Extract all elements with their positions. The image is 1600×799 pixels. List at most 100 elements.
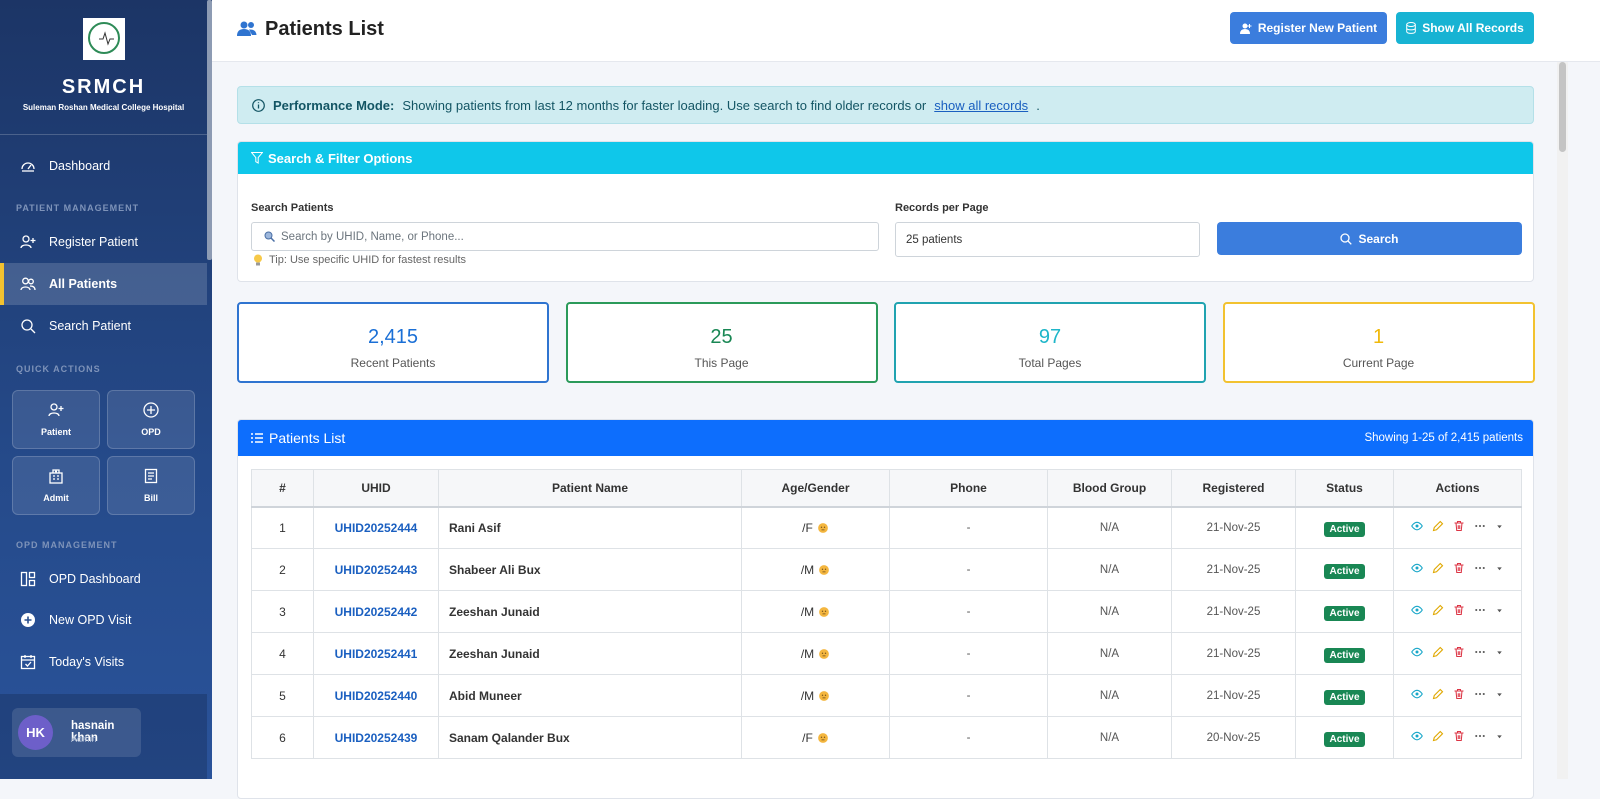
nav-item[interactable]: OPD Dashboard: [0, 558, 207, 600]
table-cell: 1: [251, 506, 314, 549]
quick-action-tile[interactable]: Admit: [12, 456, 100, 515]
dropdown-action[interactable]: [1495, 522, 1504, 531]
search-input[interactable]: Search by UHID, Name, or Phone...: [251, 222, 879, 251]
view-action[interactable]: [1411, 688, 1423, 700]
gender-emoji: [817, 522, 828, 533]
age-gender: /M: [800, 688, 815, 703]
status-badge: Active: [1324, 521, 1365, 537]
more-action[interactable]: [1474, 562, 1486, 574]
status-badge: Active: [1324, 563, 1365, 579]
nav-item[interactable]: Dashboard: [0, 145, 207, 187]
records-select[interactable]: 25 patients: [895, 222, 1200, 257]
delete-action[interactable]: [1453, 520, 1465, 532]
dropdown-action[interactable]: [1495, 732, 1504, 741]
uhid-link[interactable]: UHID20252439: [334, 730, 418, 745]
stat-label: This Page: [694, 356, 749, 370]
view-action[interactable]: [1411, 562, 1423, 574]
quick-action-tile[interactable]: OPD: [107, 390, 195, 449]
column-header: UHID: [313, 469, 439, 508]
quick-action-tile[interactable]: Bill: [107, 456, 195, 515]
nav-icon: [21, 162, 35, 172]
register-button[interactable]: Register New Patient: [1230, 12, 1387, 44]
row-actions: [1411, 688, 1504, 700]
delete-action[interactable]: [1453, 562, 1465, 574]
records-label: Records per Page: [895, 202, 989, 214]
column-header: Phone: [889, 469, 1048, 508]
view-action[interactable]: [1411, 520, 1423, 532]
uhid-link[interactable]: UHID20252441: [334, 646, 418, 661]
view-action[interactable]: [1411, 646, 1423, 658]
table-cell: 21-Nov-25: [1171, 632, 1296, 675]
quick-action-tile[interactable]: Patient: [12, 390, 100, 449]
delete-action[interactable]: [1453, 646, 1465, 658]
dropdown-action[interactable]: [1495, 690, 1504, 699]
delete-action[interactable]: [1453, 604, 1465, 616]
btn-label: Register New Patient: [1257, 21, 1378, 35]
search-button[interactable]: Search: [1217, 222, 1522, 255]
edit-action[interactable]: [1432, 520, 1444, 532]
dropdown-action[interactable]: [1495, 648, 1504, 657]
table-cell: 21-Nov-25: [1171, 674, 1296, 717]
nav-item[interactable]: Register Patient: [0, 221, 207, 263]
patient-name: Sanam Qalander Bux: [438, 716, 742, 759]
edit-action[interactable]: [1432, 646, 1444, 658]
nav-item[interactable]: Search Patient: [0, 305, 207, 347]
more-action[interactable]: [1474, 688, 1486, 700]
table-cell: /M: [741, 674, 890, 717]
filter-title: Search & Filter Options: [268, 150, 413, 166]
nav-item[interactable]: All Patients: [0, 263, 207, 305]
table-cell: UHID20252440: [313, 674, 439, 717]
status-badge: Active: [1324, 731, 1365, 747]
dropdown-action[interactable]: [1495, 564, 1504, 573]
column-header: Actions: [1393, 469, 1522, 508]
edit-action[interactable]: [1432, 604, 1444, 616]
show-all-link[interactable]: show all records: [934, 97, 1029, 113]
table-cell: [1393, 506, 1522, 549]
view-action[interactable]: [1411, 730, 1423, 742]
view-action[interactable]: [1411, 604, 1423, 616]
edit-action[interactable]: [1432, 688, 1444, 700]
patient-name: Rani Asif: [438, 506, 742, 549]
more-action[interactable]: [1474, 604, 1486, 616]
nav-item[interactable]: Today's Visits: [0, 641, 207, 683]
table-cell: /M: [741, 590, 890, 633]
edit-action[interactable]: [1432, 730, 1444, 742]
btn-icon: [1239, 23, 1252, 34]
table-cell: -: [889, 632, 1048, 675]
show-all-button[interactable]: Show All Records: [1396, 12, 1534, 44]
uhid-link[interactable]: UHID20252443: [334, 562, 418, 577]
column-header: #: [251, 469, 314, 508]
table-card: Patients List Showing 1-25 of 2,415 pati…: [237, 419, 1534, 799]
uhid-link[interactable]: UHID20252442: [334, 604, 418, 619]
table-cell: [1393, 716, 1522, 759]
edit-action[interactable]: [1432, 562, 1444, 574]
more-action[interactable]: [1474, 646, 1486, 658]
user-name: hasnain khan: [71, 720, 115, 744]
nav-section-title: PATIENT MANAGEMENT: [16, 203, 140, 213]
table-row: 3 UHID20252442 Zeeshan Junaid/M - N/A 21-Nov-…: [251, 590, 1522, 633]
nav-item[interactable]: New OPD Visit: [0, 599, 207, 641]
table-cell: [1393, 674, 1522, 717]
nav-section-title: QUICK ACTIONS: [16, 364, 101, 374]
uhid-link[interactable]: UHID20252444: [334, 520, 418, 535]
table-cell: UHID20252441: [313, 632, 439, 675]
uhid-link[interactable]: UHID20252440: [334, 688, 418, 703]
delete-action[interactable]: [1453, 730, 1465, 742]
user-profile[interactable]: HK hasnain khan Admin: [12, 708, 141, 757]
stat-card: 2,415 Recent Patients: [237, 302, 549, 383]
dropdown-action[interactable]: [1495, 606, 1504, 615]
table-cell: 4: [251, 632, 314, 675]
more-action[interactable]: [1474, 730, 1486, 742]
stat-label: Total Pages: [1018, 356, 1082, 370]
brand: SRMCH: [61, 76, 146, 98]
more-action[interactable]: [1474, 520, 1486, 532]
stat-card: 97 Total Pages: [894, 302, 1206, 383]
patients-table: # UHID Patient Name Age/Gender Phone Blood Gr…: [251, 469, 1522, 759]
btn-label: Show All Records: [1422, 21, 1524, 35]
age-gender: /M: [800, 646, 815, 661]
nav-section-title: OPD MANAGEMENT: [16, 540, 118, 550]
delete-action[interactable]: [1453, 688, 1465, 700]
scrollbar-thumb[interactable]: [1559, 62, 1566, 152]
row-actions: [1411, 604, 1504, 616]
tile-icon: [49, 469, 63, 484]
